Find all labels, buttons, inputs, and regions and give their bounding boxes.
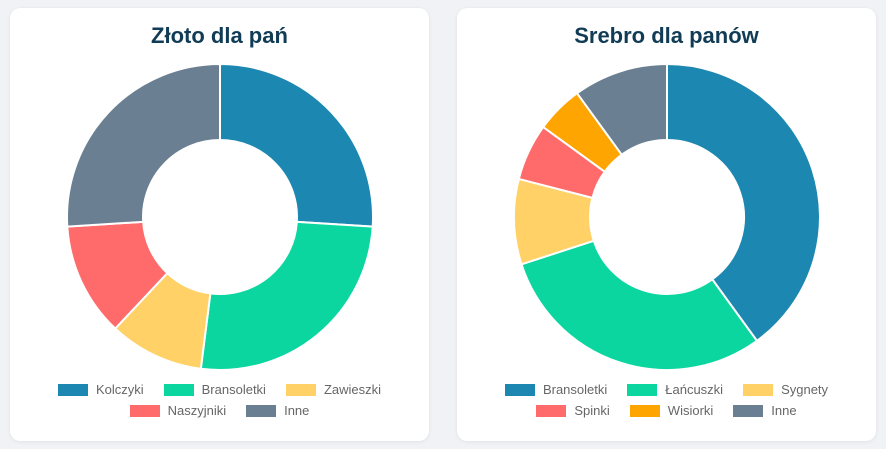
legend-swatch [627,383,658,396]
chart-card-gold-women: Złoto dla pań Kolczyki Bransoletki Zawiesz… [10,8,429,441]
legend-label: Bransoletki [201,382,266,397]
legend-item-inne[interactable]: Inne [733,403,797,418]
donut-slice-łańcuszki[interactable] [519,239,758,371]
donut-chart-silver-men [512,62,822,372]
chart-legend: Bransoletki Łańcuszki Sygnety Spinki Wisiork… [504,382,828,418]
legend-item-wisiorki[interactable]: Wisiorki [629,403,714,418]
legend-label: Naszyjniki [167,403,227,418]
legend-swatch [246,404,277,417]
donut-slice-inne[interactable] [65,62,221,228]
chart-legend: Kolczyki Bransoletki Zawieszki Naszyjniki In… [57,382,382,418]
chart-card-silver-men: Srebro dla panów Bransoletki Łańcuszki Syg… [457,8,876,441]
legend-label: Inne [284,403,310,418]
legend-label: Łańcuszki [665,382,724,397]
donut-svg [512,62,821,371]
legend-item-naszyjniki[interactable]: Naszyjniki [129,403,227,418]
legend-item-bransoletki[interactable]: Bransoletki [504,382,608,397]
legend-item-kolczyki[interactable]: Kolczyki [57,382,144,397]
legend-row: Bransoletki Łańcuszki Sygnety [504,382,828,397]
donut-chart-gold-women [65,62,375,372]
donut-slice-inne[interactable] [575,62,668,157]
chart-title-gold-women: Złoto dla pań [151,23,288,48]
legend-item-zawieszki[interactable]: Zawieszki [285,382,382,397]
legend-row: Naszyjniki Inne [129,403,309,418]
donut-slice-kolczyki[interactable] [218,62,374,228]
chart-title-silver-men: Srebro dla panów [574,23,759,48]
legend-swatch [163,383,194,396]
legend-swatch [285,383,316,396]
legend-label: Spinki [574,403,610,418]
legend-swatch [629,404,660,417]
donut-svg [65,62,374,371]
legend-swatch [129,404,160,417]
donut-slice-bransoletki[interactable] [199,220,374,371]
legend-swatch [743,383,774,396]
legend-item-sygnety[interactable]: Sygnety [743,383,828,396]
legend-item-spinki[interactable]: Spinki [536,403,610,418]
legend-label: Wisiorki [667,403,714,418]
legend-item-łańcuszki[interactable]: Łańcuszki [627,383,723,396]
legend-label: Inne [771,403,797,418]
legend-swatch [536,404,567,417]
legend-label: Sygnety [781,382,829,397]
legend-label: Kolczyki [95,382,144,397]
legend-item-inne[interactable]: Inne [246,404,309,417]
legend-label: Zawieszki [323,382,382,397]
donut-slice-bransoletki[interactable] [665,62,821,343]
legend-label: Bransoletki [542,382,608,397]
legend-row: Kolczyki Bransoletki Zawieszki [57,382,382,397]
legend-swatch [733,404,764,417]
legend-swatch [504,383,535,396]
legend-row: Spinki Wisiorki Inne [536,403,797,418]
legend-item-bransoletki[interactable]: Bransoletki [163,382,266,397]
legend-swatch [57,383,88,396]
